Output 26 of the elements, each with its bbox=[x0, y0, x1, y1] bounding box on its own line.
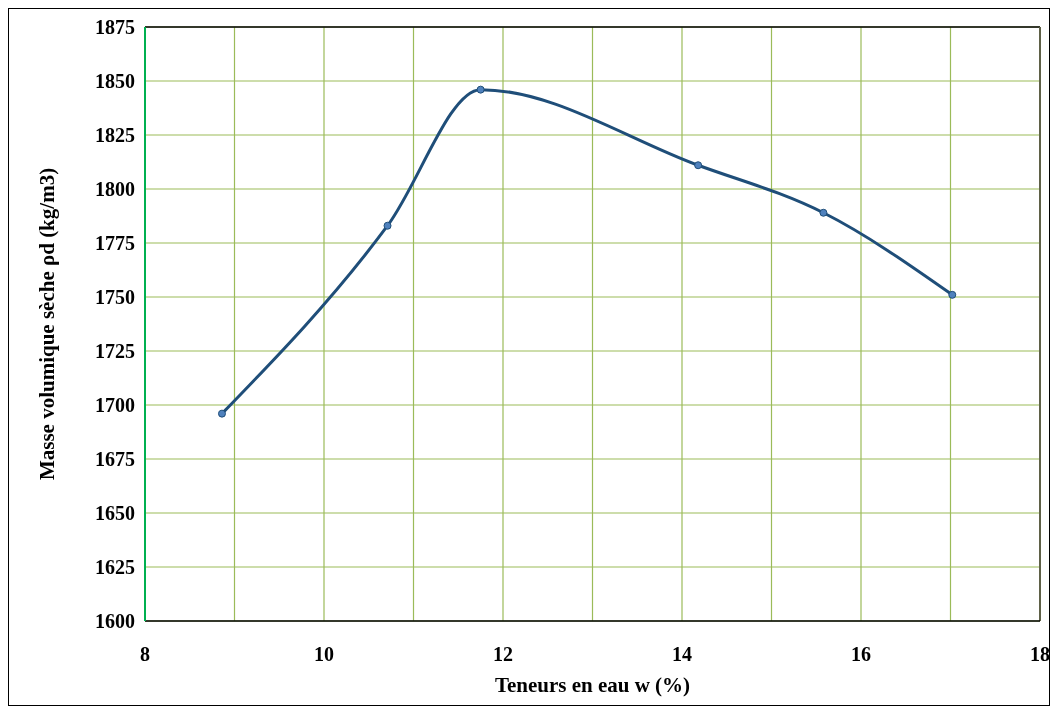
y-tick-label: 1675 bbox=[95, 448, 135, 470]
x-tick-label: 14 bbox=[672, 643, 692, 665]
point bbox=[476, 85, 485, 94]
y-tick-label: 1750 bbox=[95, 286, 135, 308]
y-tick-label: 1825 bbox=[95, 124, 135, 146]
point bbox=[694, 161, 703, 170]
x-tick-label: 18 bbox=[1030, 643, 1050, 665]
x-axis-title: Teneurs en eau w (%) bbox=[494, 673, 691, 697]
point bbox=[383, 221, 392, 230]
x-tick-label: 8 bbox=[140, 643, 150, 665]
point bbox=[819, 208, 828, 217]
y-tick-label: 1700 bbox=[95, 394, 135, 416]
y-tick-label: 1850 bbox=[95, 70, 135, 92]
point bbox=[948, 290, 957, 299]
x-tick-label: 10 bbox=[314, 643, 334, 665]
point bbox=[217, 409, 226, 418]
x-tick-label: 12 bbox=[493, 643, 513, 665]
y-tick-label: 1725 bbox=[95, 340, 135, 362]
y-tick-label: 1800 bbox=[95, 178, 135, 200]
y-tick-label: 1875 bbox=[95, 16, 135, 38]
y-axis-title: Masse volumique sèche ρd (kg/m3) bbox=[35, 167, 59, 481]
y-tick-label: 1775 bbox=[95, 232, 135, 254]
x-tick-label: 16 bbox=[851, 643, 871, 665]
y-tick-label: 1625 bbox=[95, 556, 135, 578]
y-tick-label: 1650 bbox=[95, 502, 135, 524]
y-tick-label: 1600 bbox=[95, 610, 135, 632]
